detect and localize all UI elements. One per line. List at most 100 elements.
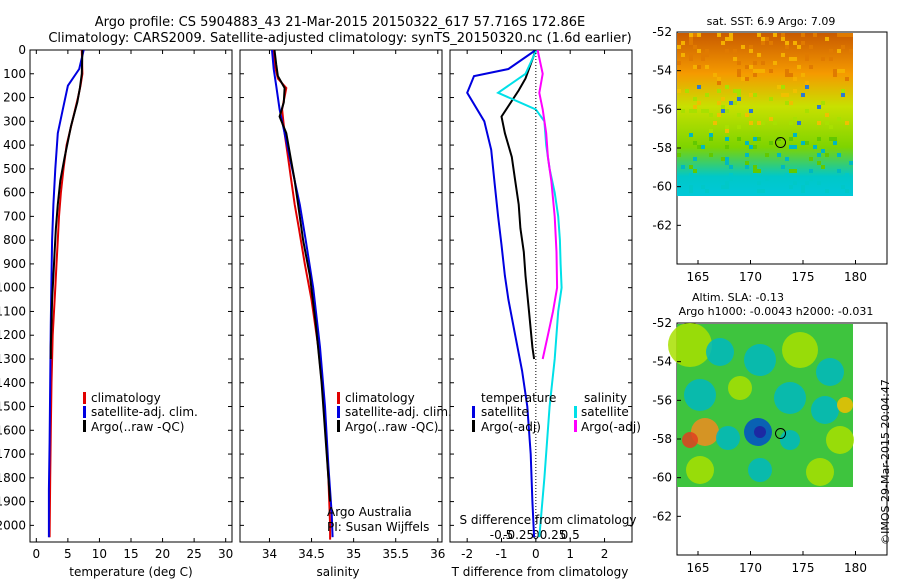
legend-swatch-argo — [83, 420, 86, 432]
sst-cell — [721, 97, 725, 101]
sst-cell — [709, 129, 713, 133]
map-y-tick-label: -58 — [652, 141, 672, 155]
sst-cell — [733, 89, 737, 93]
sst-cell — [689, 165, 693, 169]
sst-cell — [817, 161, 821, 165]
x-tick-label: 0 — [532, 547, 540, 561]
sst-cell — [813, 145, 817, 149]
sst-cell — [689, 189, 693, 193]
sst-cell — [705, 49, 709, 53]
series-line-satellite-adj--clim- — [47, 50, 85, 538]
sla-cell — [780, 430, 800, 450]
legend-label-argo: Argo(..raw -QC) — [345, 420, 438, 434]
sst-cell — [745, 165, 749, 169]
sst-cell — [829, 125, 833, 129]
sst-cell — [793, 169, 797, 173]
sst-cell — [817, 181, 821, 185]
sst-cell — [677, 61, 681, 65]
series-line-satellite — [496, 50, 563, 538]
sst-cell — [817, 153, 821, 157]
sst-cell — [849, 33, 853, 37]
legend-swatch-t-argo — [472, 420, 475, 432]
sst-cell — [753, 61, 757, 65]
sst-cell — [717, 77, 721, 81]
sst-cell — [681, 109, 685, 113]
sst-cell — [689, 33, 693, 37]
depth-tick-label: 200 — [3, 91, 26, 105]
sst-cell — [849, 161, 853, 165]
series-line-argo--adj- — [536, 50, 559, 360]
sst-cell — [737, 89, 741, 93]
sst-cell — [677, 45, 681, 49]
x-tick-label: 5 — [64, 547, 72, 561]
depth-tick-label: 1000 — [0, 281, 26, 295]
sst-cell — [725, 161, 729, 165]
legend-label-t-argo: Argo(-adj) — [481, 420, 541, 434]
map-x-tick-label: 165 — [687, 270, 710, 284]
sst-cell — [761, 61, 765, 65]
x-tick-label: 1 — [566, 547, 574, 561]
sst-cell — [793, 145, 797, 149]
sst-cell — [693, 105, 697, 109]
sst-cell — [837, 153, 841, 157]
map-x-tick-label: 175 — [792, 561, 815, 575]
sst-cell — [829, 137, 833, 141]
sst-cell — [717, 101, 721, 105]
sst-cell — [753, 169, 757, 173]
temperature-legend: climatology satellite-adj. clim. Argo(..… — [83, 391, 198, 434]
sst-cell — [705, 93, 709, 97]
sst-cell — [773, 33, 777, 37]
sst-cell — [761, 189, 765, 193]
sla-cell — [691, 418, 719, 446]
depth-tick-label: 100 — [3, 67, 26, 81]
sst-cell — [801, 73, 805, 77]
legend-title-salinity: salinity — [584, 391, 627, 405]
series-line-argo--adj- — [500, 50, 537, 360]
x-tick-label: 30 — [218, 547, 233, 561]
legend-swatch-s-argo — [574, 420, 577, 432]
map-y-tick-label: -52 — [652, 316, 672, 330]
sst-cell — [765, 153, 769, 157]
sst-cell — [841, 33, 845, 37]
sst-cell — [789, 169, 793, 173]
depth-tick-label: 1400 — [0, 376, 26, 390]
depth-tick-label: 900 — [3, 257, 26, 271]
sst-cell — [729, 101, 733, 105]
sst-cell — [805, 81, 809, 85]
sst-cell — [825, 121, 829, 125]
sst-cell — [737, 93, 741, 97]
sst-cell — [697, 85, 701, 89]
sst-cell — [701, 109, 705, 113]
sst-cell — [757, 189, 761, 193]
sst-cell — [777, 153, 781, 157]
x-tick-label: 35.5 — [382, 547, 409, 561]
sla-heatmap-cells — [668, 323, 854, 486]
sst-cell — [681, 41, 685, 45]
sst-cell — [845, 173, 849, 177]
salinity-legend: climatology satellite-adj. clim. Argo(..… — [337, 391, 452, 434]
sst-cell — [753, 165, 757, 169]
sst-cell — [801, 141, 805, 145]
sla-cell — [682, 432, 698, 448]
map-x-tick-label: 170 — [739, 561, 762, 575]
sla-cell — [706, 338, 734, 366]
legend-label-satellite: satellite-adj. clim. — [345, 405, 452, 419]
x-tick-label: 10 — [92, 547, 107, 561]
sst-cell — [781, 85, 785, 89]
sst-cell — [693, 141, 697, 145]
sst-cell — [689, 41, 693, 45]
sst-cell — [737, 61, 741, 65]
sst-cell — [737, 69, 741, 73]
sla-cell — [806, 458, 834, 486]
x-top-tick-label: -0.25 — [503, 528, 534, 542]
salinity-xlabel: salinity — [316, 565, 359, 579]
sst-cell — [701, 145, 705, 149]
x-tick-label: 25 — [186, 547, 201, 561]
map-y-tick-label: -56 — [652, 102, 672, 116]
map-x-tick-label: 180 — [844, 561, 867, 575]
sst-cell — [701, 53, 705, 57]
sst-cell — [749, 93, 753, 97]
legend-swatch-satellite — [83, 406, 86, 418]
sla-map-subtitle: Argo h1000: -0.0043 h2000: -0.031 — [679, 305, 874, 318]
sst-cell — [757, 137, 761, 141]
